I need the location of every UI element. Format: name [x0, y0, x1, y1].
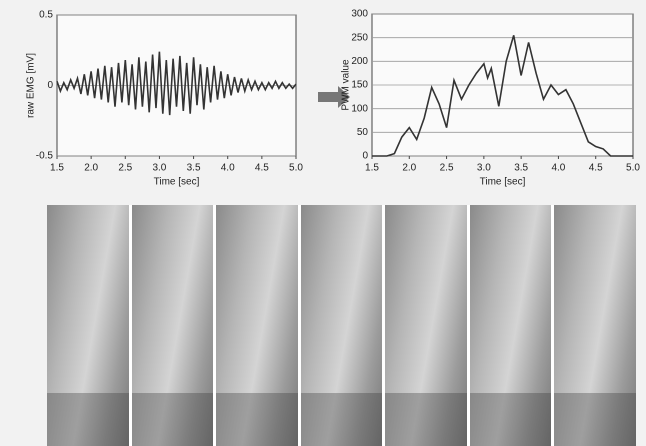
x-tick-label: 3.5: [187, 163, 201, 174]
photo-frame: [47, 205, 129, 446]
photo-frame: [385, 205, 467, 446]
x-tick-label: 1.5: [50, 163, 64, 174]
photo-frame: [470, 205, 552, 446]
y-tick-label: 200: [351, 56, 368, 67]
x-tick-label: 5.0: [289, 163, 303, 174]
y-tick-label: 300: [351, 9, 368, 20]
photo-strip: [47, 205, 636, 446]
photo-frame: [216, 205, 298, 446]
x-axis-label: Time [sec]: [154, 177, 200, 188]
photo-frame: [554, 205, 636, 446]
x-tick-label: 2.5: [118, 163, 132, 174]
x-tick-label: 5.0: [626, 163, 640, 174]
photo-frame: [301, 205, 383, 446]
x-tick-label: 3.0: [477, 163, 491, 174]
x-tick-label: 4.5: [589, 163, 603, 174]
y-tick-label: 250: [351, 32, 368, 43]
y-tick-label: 0.5: [39, 10, 53, 21]
x-tick-label: 2.0: [84, 163, 98, 174]
y-tick-label: 100: [351, 103, 368, 114]
y-tick-label: 50: [357, 127, 369, 138]
y-axis-label: PWM value: [341, 59, 352, 111]
x-tick-label: 4.0: [221, 163, 235, 174]
y-tick-label: 0: [47, 80, 53, 91]
x-tick-label: 4.5: [255, 163, 269, 174]
x-tick-label: 1.5: [365, 163, 379, 174]
y-tick-label: -0.5: [36, 151, 54, 162]
arrow-body: [318, 92, 338, 102]
photo-frame: [132, 205, 214, 446]
x-tick-label: 3.0: [152, 163, 166, 174]
y-tick-label: 0: [362, 151, 368, 162]
x-tick-label: 4.0: [551, 163, 565, 174]
x-axis-label: Time [sec]: [480, 177, 526, 188]
page: {"chart_data": [ {"type": "line", "y_lab…: [0, 0, 646, 446]
x-tick-label: 2.5: [440, 163, 454, 174]
y-tick-label: 150: [351, 80, 368, 91]
x-tick-label: 2.0: [402, 163, 416, 174]
y-axis-label: raw EMG [mV]: [26, 53, 37, 118]
x-tick-label: 3.5: [514, 163, 528, 174]
